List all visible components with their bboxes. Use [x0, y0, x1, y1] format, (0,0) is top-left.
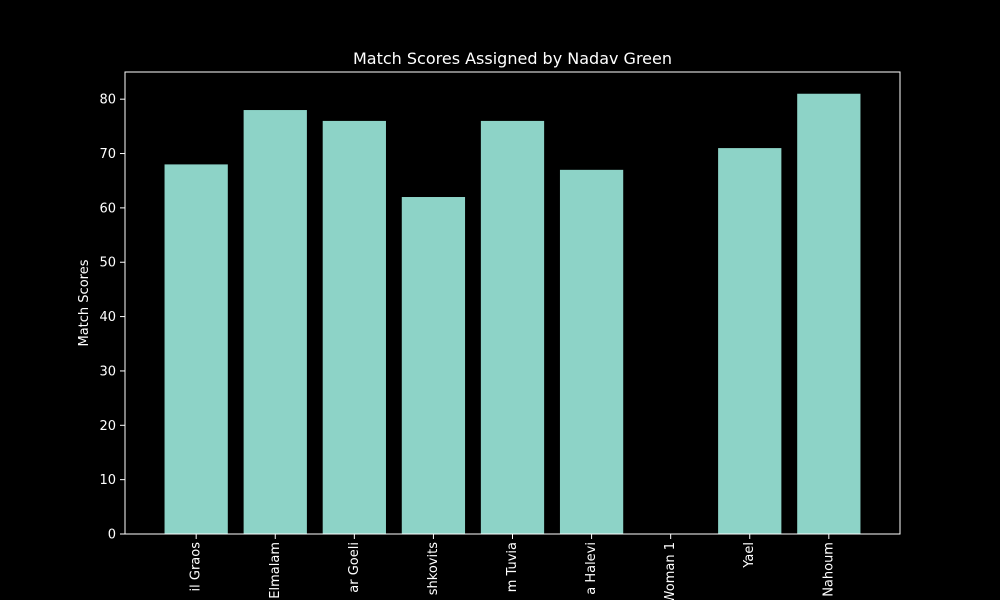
bar-8 [797, 93, 861, 534]
bar-5 [559, 169, 624, 534]
x-tick-label-7: Yael [742, 542, 757, 569]
x-tick-label-6: Woman 1 [663, 542, 678, 600]
x-tick-label-5: a Halevi [584, 542, 599, 595]
y-axis-label: Match Scores [77, 259, 92, 346]
bar-7 [718, 148, 782, 534]
x-tick-label-1: Elmalam [268, 542, 283, 599]
y-axis-ticks: 0 10 20 30 40 50 60 70 80 [99, 93, 125, 543]
bar-4 [480, 120, 545, 534]
x-tick-label-2: ar Goeli [347, 542, 362, 593]
y-tick-label-4: 40 [99, 310, 116, 325]
x-tick-label-4: m Tuvia [505, 542, 520, 592]
bar-2 [322, 120, 386, 534]
x-tick-label-0: il Graos [189, 542, 204, 592]
y-tick-label-1: 10 [99, 473, 116, 488]
bar-3 [401, 197, 466, 534]
y-tick-label-6: 60 [99, 201, 116, 216]
bars-group [164, 93, 861, 534]
y-tick-label-0: 0 [108, 528, 116, 543]
y-tick-label-8: 80 [99, 93, 116, 108]
chart-title: Match Scores Assigned by Nadav Green [353, 49, 672, 68]
y-tick-label-5: 50 [99, 256, 116, 271]
bar-1 [243, 110, 307, 534]
x-tick-label-8: Nahoum [821, 542, 836, 597]
plot-frame [124, 71, 901, 535]
x-axis-ticks: il Graos Elmalam ar Goeli shkovits m Tuvia a … [189, 534, 836, 600]
y-tick-label-2: 20 [99, 419, 116, 434]
y-tick-label-7: 70 [99, 147, 116, 162]
y-tick-label-3: 30 [99, 364, 116, 379]
bar-0 [164, 164, 228, 534]
x-tick-label-3: shkovits [426, 542, 441, 595]
